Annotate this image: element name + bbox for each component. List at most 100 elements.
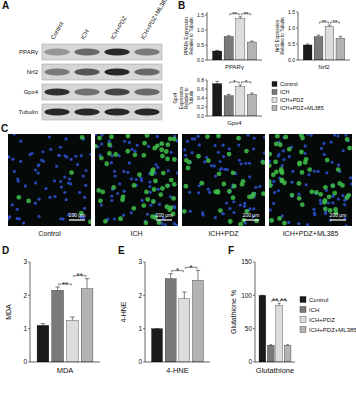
stained-cell [227, 152, 232, 157]
error-bar-cap [215, 81, 219, 82]
bar [179, 299, 190, 362]
stained-cell [231, 195, 236, 200]
error-bar [215, 50, 219, 52]
stained-cell [213, 189, 218, 194]
nucleus [190, 151, 193, 154]
stained-cell [314, 190, 319, 195]
nucleus [37, 198, 40, 201]
bar [66, 320, 78, 362]
nucleus [345, 224, 348, 226]
nucleus [59, 180, 62, 183]
nucleus [164, 223, 167, 226]
nucleus [146, 213, 149, 216]
stained-cell [325, 158, 330, 163]
image-background [269, 134, 352, 226]
image-label: ICH+PDZ [208, 230, 239, 237]
y-tick-label: 2 [138, 292, 142, 299]
stained-cell [218, 208, 223, 213]
x-axis [255, 362, 295, 363]
nucleus [63, 154, 66, 157]
nucleus [221, 212, 224, 215]
plot-area [213, 81, 257, 116]
significance-label: * [245, 79, 248, 85]
blot-band [134, 109, 159, 116]
significance-label: * [176, 266, 179, 275]
stained-cell [244, 149, 249, 154]
y-tick-label: 0.6 [197, 86, 204, 92]
stained-cell [273, 160, 278, 165]
nucleus [337, 198, 340, 201]
y-tick-label: 3 [138, 258, 142, 265]
stained-cell [217, 171, 222, 176]
image-background [182, 134, 265, 226]
significance-label: ** [322, 19, 327, 25]
legend-swatch [272, 90, 277, 95]
nucleus [19, 140, 22, 143]
nucleus [208, 191, 211, 194]
nucleus [156, 166, 159, 169]
nucleus [323, 153, 326, 156]
stained-cell [287, 147, 292, 152]
error-bar-cap [286, 344, 289, 345]
nucleus [122, 170, 125, 173]
stained-cell [182, 209, 187, 214]
nucleus [130, 211, 133, 214]
stained-cell [275, 134, 280, 139]
nucleus [232, 200, 235, 203]
legend-label: ICH+PDZ [280, 97, 304, 103]
nucleus [118, 182, 121, 185]
significance-label: ** [232, 11, 237, 17]
stained-cell [309, 189, 314, 194]
nucleus [222, 212, 225, 215]
image-label: ICH [130, 230, 142, 237]
blot-strip [42, 64, 162, 80]
x-category-label: 4-HNE [166, 366, 189, 375]
stained-cell [282, 180, 287, 185]
nucleus [344, 134, 347, 137]
stained-cell [144, 190, 149, 195]
stained-cell [327, 194, 332, 199]
stained-cell [269, 179, 272, 184]
blot-row-label: Nrf2 [27, 69, 39, 75]
nucleus [37, 171, 40, 174]
nucleus [11, 203, 14, 206]
stained-cell [100, 190, 105, 195]
stained-cell [274, 142, 279, 147]
stained-cell [241, 179, 246, 184]
nucleus [41, 150, 44, 153]
nucleus [197, 191, 200, 194]
y-tick-label: 0.0 [197, 57, 204, 63]
scale-bar [69, 219, 85, 220]
bar [247, 94, 256, 116]
nucleus [252, 147, 255, 150]
error-bar-cap [238, 16, 242, 17]
nucleus [219, 160, 222, 163]
stained-cell [107, 151, 112, 156]
nucleus [213, 144, 216, 147]
bar [267, 345, 274, 362]
image-label: Control [38, 230, 61, 237]
stained-cell [283, 135, 288, 140]
nucleus [244, 162, 247, 165]
error-bar [339, 36, 342, 38]
nucleus [331, 201, 334, 204]
y-tick-label: 0 [248, 358, 252, 365]
error-bar-cap [227, 35, 231, 36]
x-axis [298, 60, 350, 61]
stained-cell [160, 154, 165, 159]
y-tick [143, 295, 145, 296]
plot-area [152, 270, 204, 362]
stained-cell [196, 154, 201, 159]
bar [152, 329, 163, 362]
stained-cell [159, 141, 164, 146]
y-axis [298, 12, 299, 60]
nucleus [313, 212, 316, 215]
y-axis-label: Relative to Tubulin [280, 17, 285, 55]
bar [276, 305, 283, 362]
nucleus [327, 201, 330, 204]
nucleus [110, 199, 113, 202]
panel-letter: F [228, 245, 234, 256]
y-axis-label: Tubulin [189, 90, 194, 105]
stained-cell [323, 206, 328, 211]
stained-cell [141, 203, 146, 208]
